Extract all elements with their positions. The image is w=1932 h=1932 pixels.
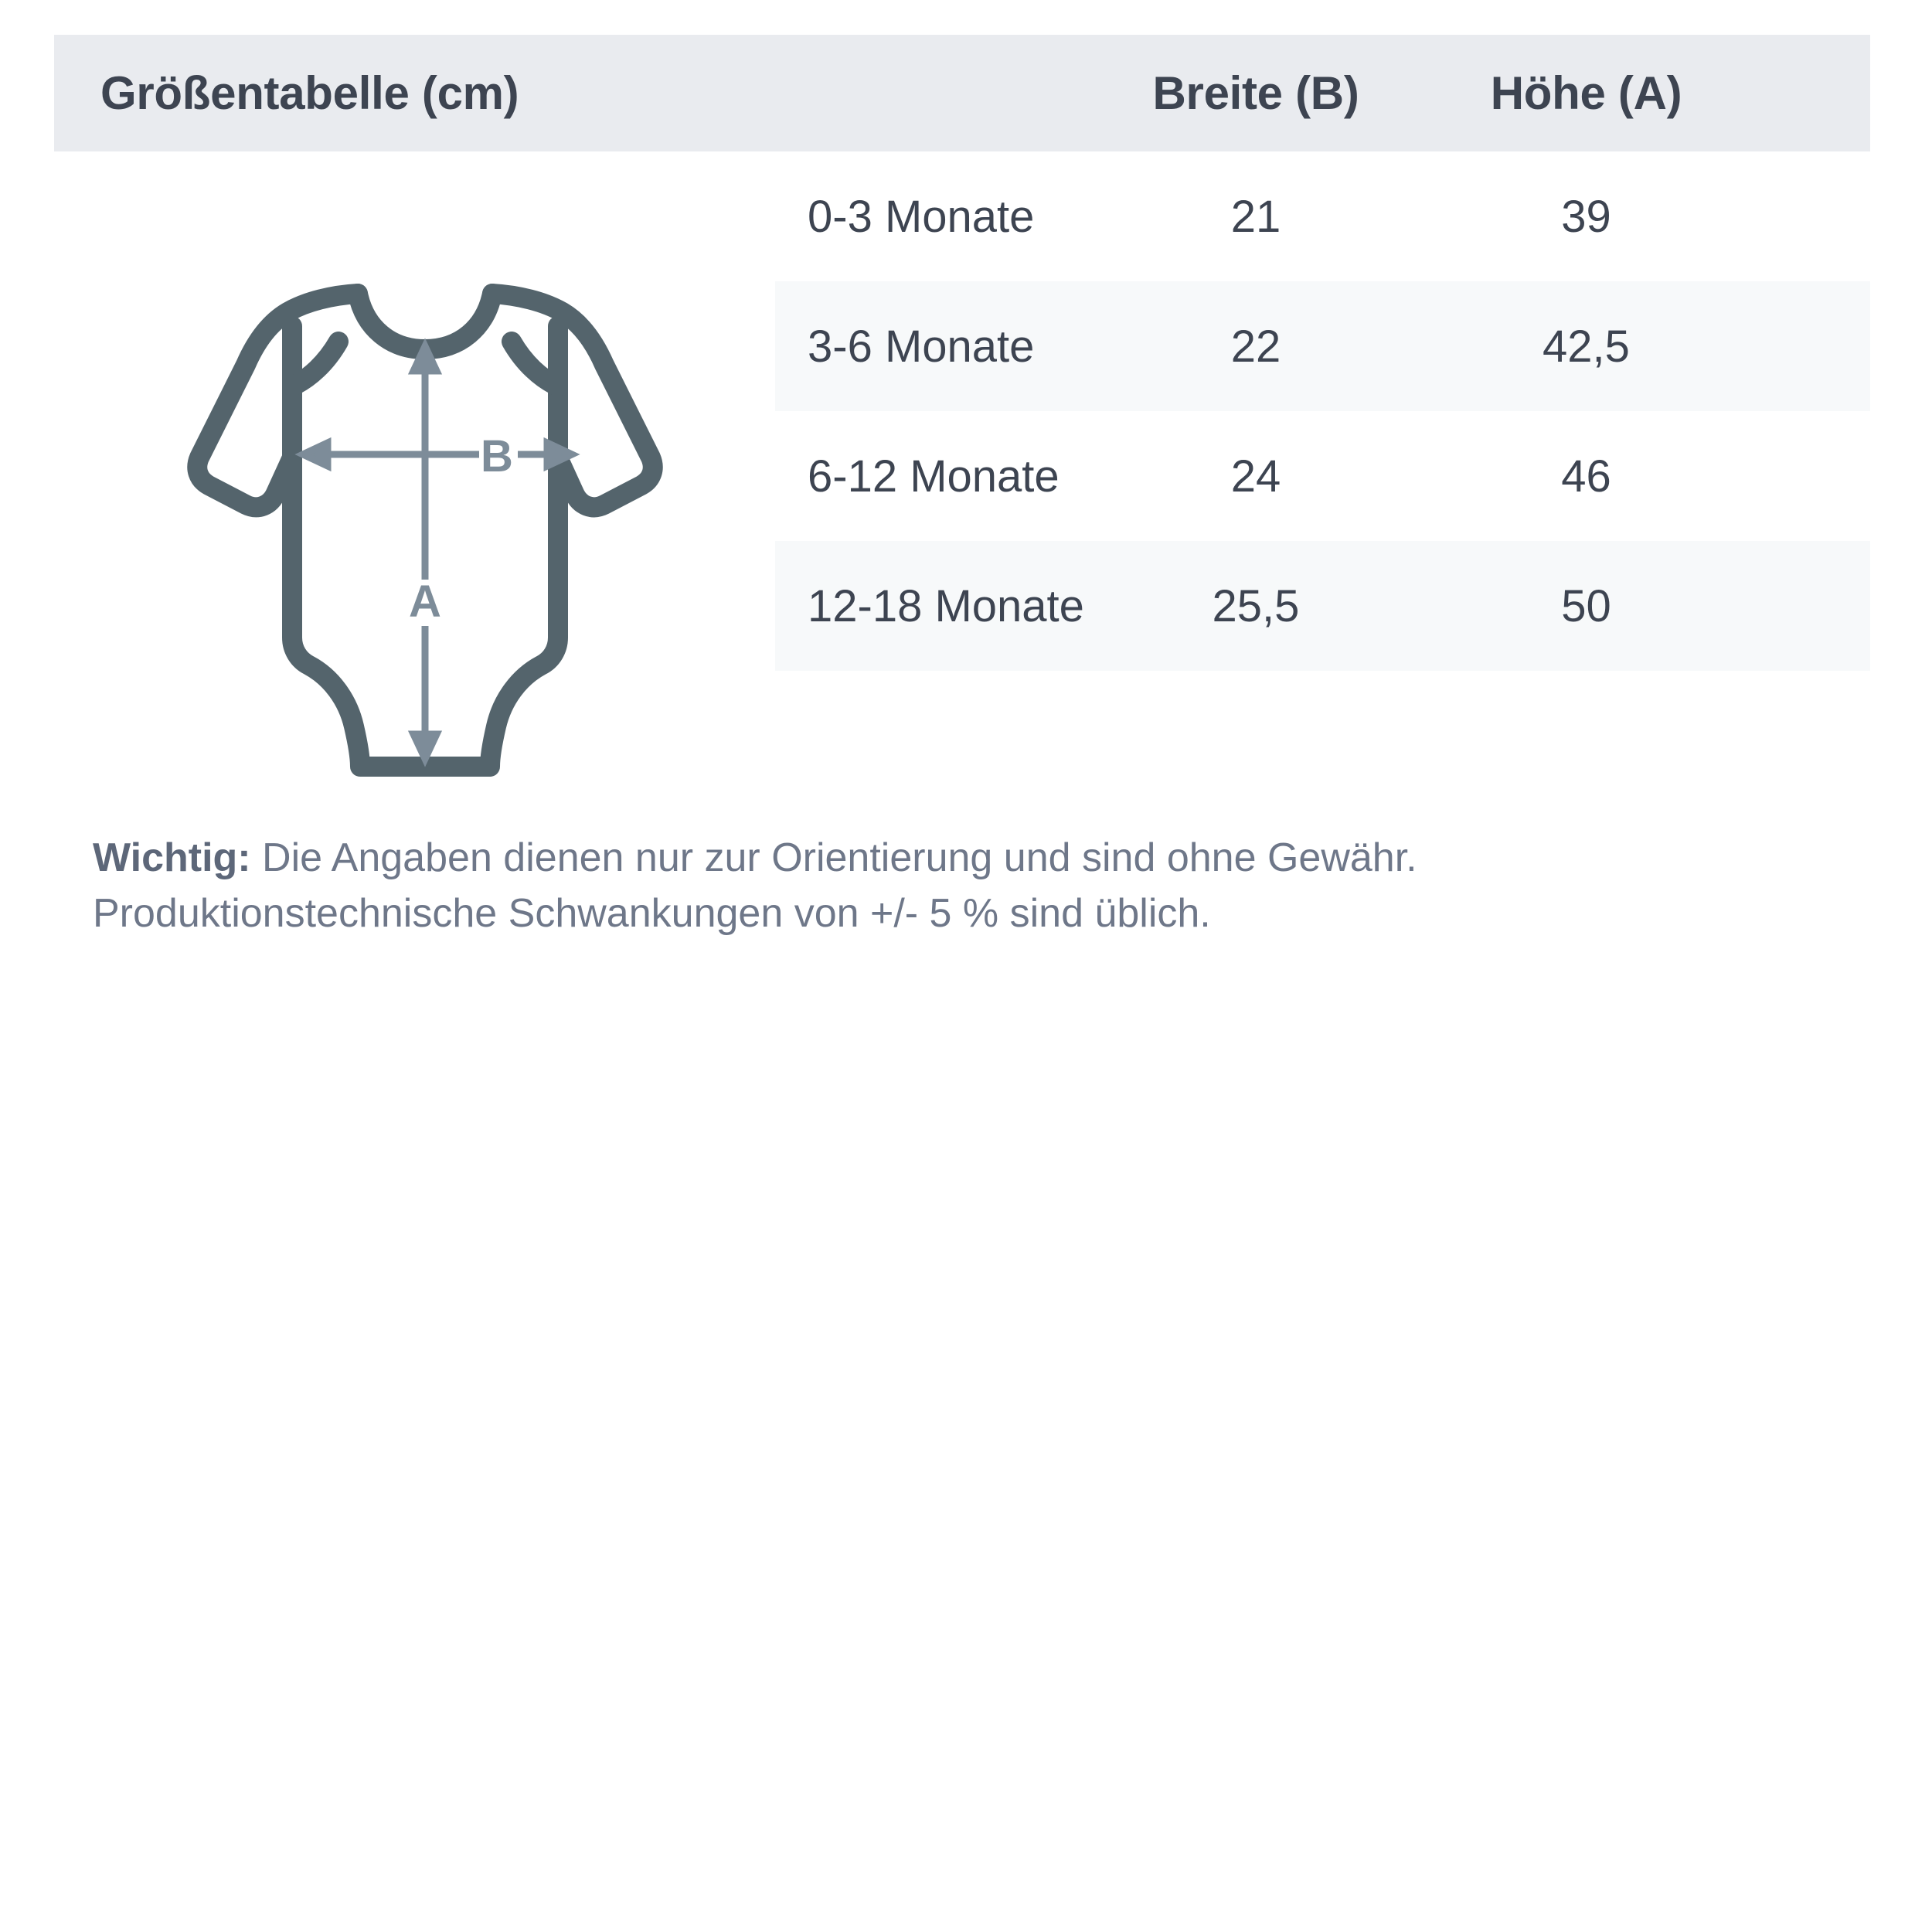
- cell-height: 42,5: [1543, 321, 1630, 372]
- page-title: Größentabelle (cm): [100, 67, 519, 119]
- cell-width: 21: [1230, 191, 1281, 242]
- footnote-label: Wichtig:: [93, 835, 251, 880]
- height-arrow-up: [407, 338, 443, 375]
- column-header-width: Breite (B): [1152, 67, 1359, 119]
- cell-size: 12-18 Monate: [808, 580, 1084, 631]
- footnote: Wichtig: Die Angaben dienen nur zur Orie…: [93, 831, 1855, 942]
- height-label: A: [409, 577, 441, 627]
- column-header-height: Höhe (A): [1490, 67, 1682, 119]
- footnote-line-2: Produktionstechnische Schwankungen von +…: [93, 890, 1211, 936]
- cell-size: 0-3 Monate: [808, 191, 1035, 242]
- cell-height: 46: [1561, 451, 1611, 502]
- cell-size: 6-12 Monate: [808, 451, 1060, 502]
- table-row: 6-12 Monate 24 46: [775, 411, 1870, 541]
- table-header-band: [54, 35, 1870, 151]
- table-row: 12-18 Monate 25,5 50: [775, 541, 1870, 671]
- cell-height: 50: [1561, 580, 1611, 631]
- height-arrow-down: [407, 730, 443, 767]
- table-row: 3-6 Monate 22 42,5: [775, 281, 1870, 411]
- footnote-text-1: Die Angaben dienen nur zur Orientierung …: [250, 835, 1417, 880]
- size-table-body: 0-3 Monate 21 39 3-6 Monate 22 42,5 6-12…: [775, 151, 1870, 671]
- baby-bodysuit-icon: B A: [155, 247, 696, 788]
- width-label: B: [481, 431, 513, 481]
- table-row: 0-3 Monate 21 39: [775, 151, 1870, 281]
- cell-height: 39: [1561, 191, 1611, 242]
- cell-width: 22: [1230, 321, 1281, 372]
- cell-size: 3-6 Monate: [808, 321, 1035, 372]
- width-arrow-right: [543, 437, 580, 472]
- cell-width: 25,5: [1212, 580, 1300, 631]
- cell-width: 24: [1230, 451, 1281, 502]
- width-arrow-left: [294, 437, 332, 472]
- footnote-line-1: Wichtig: Die Angaben dienen nur zur Orie…: [93, 831, 1855, 886]
